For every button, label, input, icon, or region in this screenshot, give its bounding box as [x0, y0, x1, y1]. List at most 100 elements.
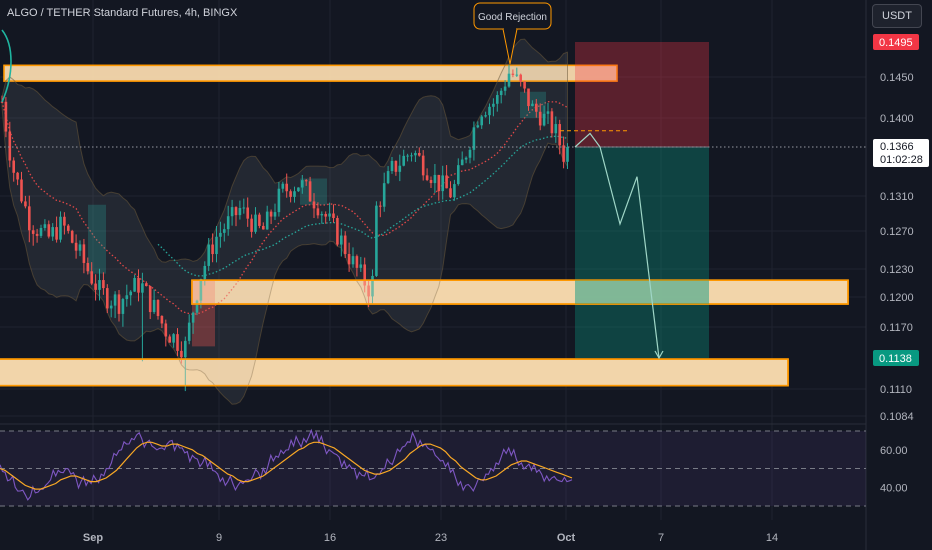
rsi-tick-1: 40.00: [880, 482, 908, 494]
annotation-good-rejection: Good Rejection: [473, 2, 552, 65]
moving-average-teal: [157, 135, 568, 277]
candle-64: [250, 214, 253, 238]
candle-body-145: [566, 147, 569, 162]
candle-142: [554, 116, 558, 143]
short-position[interactable]: [575, 42, 709, 358]
candle-92: [359, 256, 363, 272]
candle-body-25: [98, 280, 101, 290]
moving-average-red: [1, 100, 568, 316]
candle-82: [320, 211, 324, 224]
time-tick-4: Oct: [557, 532, 576, 544]
candle-83: [324, 211, 327, 224]
candle-body-92: [359, 264, 363, 268]
candle-body-57: [223, 229, 226, 233]
candle-75: [293, 186, 296, 203]
price-label-bg-1: [873, 139, 929, 167]
annotation-joint: [504, 26, 516, 30]
time-tick-2: 16: [324, 532, 336, 544]
candle-130: [507, 64, 511, 88]
candle-body-52: [203, 265, 207, 279]
candle-body-122: [476, 125, 480, 128]
candle-body-67: [262, 225, 265, 230]
annotation-text: Good Rejection: [478, 12, 547, 23]
candle-97: [379, 201, 382, 218]
candle-body-2: [8, 131, 12, 161]
candle-body-87: [340, 235, 343, 245]
candle-body-1: [4, 101, 8, 132]
candle-body-107: [418, 153, 421, 156]
candle-body-132: [515, 74, 519, 76]
rsi-tick-0: 60.00: [880, 445, 908, 457]
candle-17: [67, 224, 70, 234]
candle-body-42: [164, 323, 168, 337]
time-tick-1: 9: [216, 532, 222, 544]
candle-body-144: [562, 145, 565, 162]
candle-body-5: [20, 179, 23, 202]
candle-101: [394, 160, 398, 176]
candle-94: [367, 280, 370, 308]
candle-body-39: [152, 299, 156, 313]
candle-body-88: [343, 235, 347, 255]
candle-93: [363, 257, 366, 293]
candle-72: [281, 181, 285, 193]
candle-21: [82, 238, 86, 274]
candle-body-116: [453, 184, 456, 198]
candle-18: [70, 229, 74, 244]
candle-49: [191, 311, 195, 334]
candle-52: [203, 261, 207, 286]
candle-body-98: [382, 183, 386, 207]
candle-111: [433, 163, 437, 193]
candle-body-7: [28, 206, 31, 231]
candle-body-19: [74, 242, 78, 251]
candle-128: [499, 88, 503, 104]
price-label-0: 0.1495: [873, 34, 919, 50]
candle-body-76: [297, 187, 300, 192]
candle-1: [4, 97, 8, 138]
candle-28: [109, 300, 113, 318]
candle-body-137: [535, 103, 538, 112]
candle-76: [297, 187, 300, 192]
candle-137: [535, 98, 538, 118]
candle-106: [414, 150, 417, 162]
candle-body-59: [230, 207, 234, 217]
candle-70: [273, 203, 277, 221]
candle-body-51: [199, 278, 203, 301]
candle-body-120: [468, 149, 472, 158]
candle-body-49: [191, 312, 195, 323]
candle-114: [445, 165, 448, 189]
candle-body-125: [488, 106, 491, 116]
candle-117: [457, 158, 460, 186]
price-tick-4: 0.1230: [880, 264, 914, 276]
candle-96: [375, 201, 378, 277]
candle-body-86: [336, 218, 339, 245]
candle-body-104: [406, 155, 409, 157]
candle-138: [538, 103, 542, 131]
time-tick-6: 14: [766, 532, 778, 544]
candle-129: [503, 80, 507, 96]
candle-74: [289, 189, 292, 203]
candle-body-129: [503, 86, 507, 91]
candle-110: [429, 176, 433, 188]
candle-31: [121, 297, 125, 327]
candle-body-111: [433, 174, 437, 184]
candle-133: [519, 73, 522, 87]
candle-body-101: [394, 160, 398, 172]
candle-body-26: [102, 280, 105, 289]
price-label-sub-1: 01:02:28: [880, 154, 923, 166]
price-tick-5: 0.1200: [880, 292, 914, 304]
projection-arrow: [654, 350, 664, 360]
candle-body-31: [121, 299, 125, 314]
chart-title: ALGO / TETHER Standard Futures, 4h, BING…: [7, 7, 238, 19]
candle-body-97: [379, 205, 382, 207]
candle-body-11: [43, 224, 47, 228]
candle-87: [340, 228, 343, 257]
candle-6: [24, 195, 27, 209]
candle-body-10: [39, 227, 43, 236]
currency-button[interactable]: USDT: [872, 4, 922, 28]
candle-34: [133, 274, 136, 292]
candle-body-117: [457, 165, 460, 185]
time-tick-3: 23: [435, 532, 447, 544]
candle-body-78: [304, 180, 308, 182]
